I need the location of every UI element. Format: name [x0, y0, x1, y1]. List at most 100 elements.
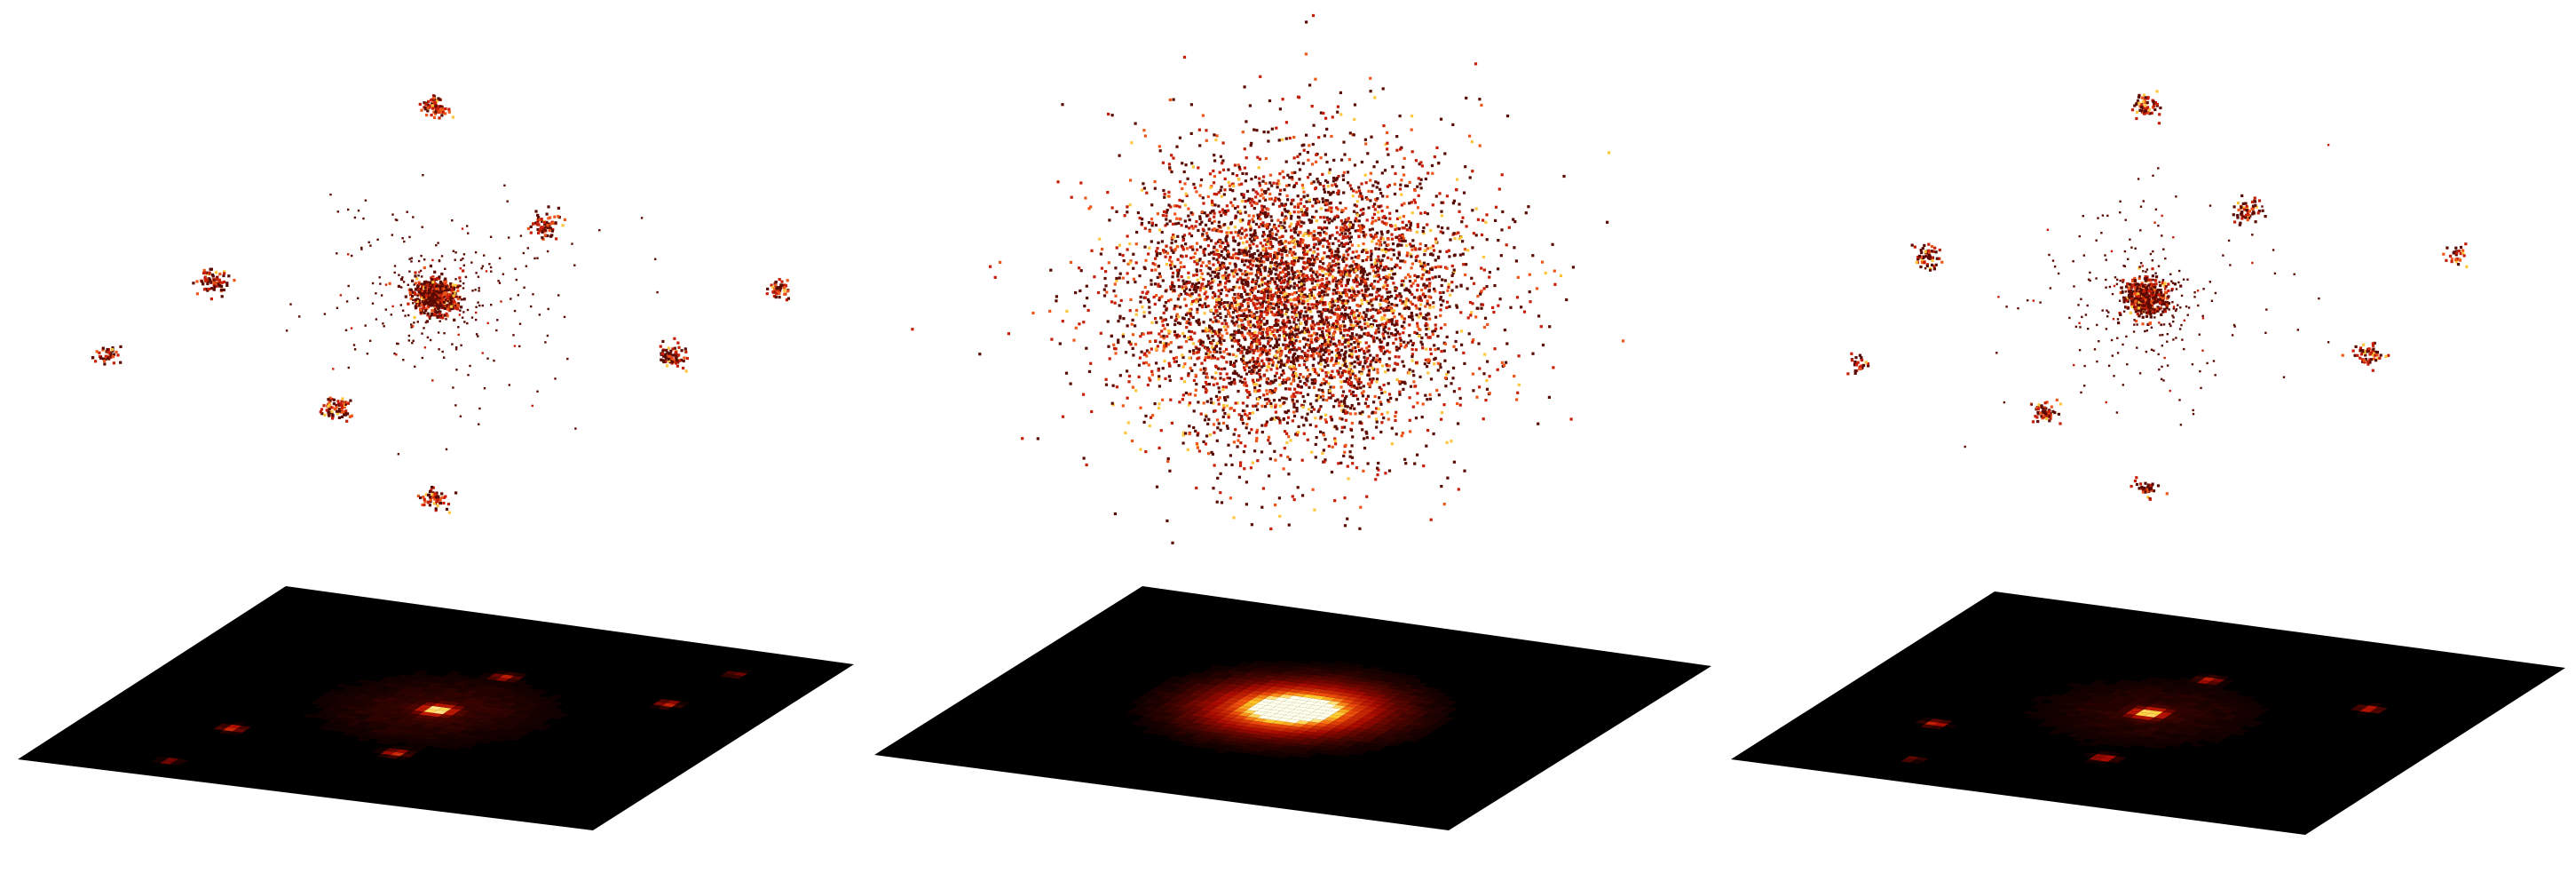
- scatter-point: [1410, 262, 1414, 266]
- scatter-point: [1199, 184, 1203, 187]
- scatter-point: [780, 283, 785, 287]
- heatmap-cell: [502, 695, 517, 700]
- scatter-point: [1196, 446, 1199, 449]
- scatter-point: [1132, 277, 1135, 281]
- scatter-point: [775, 292, 778, 296]
- scatter-point: [1200, 361, 1204, 365]
- scatter-point: [1237, 308, 1242, 312]
- scatter-point: [1197, 281, 1201, 285]
- scatter-point: [1394, 171, 1397, 176]
- scatter-point: [1437, 265, 1441, 268]
- scatter-point: [1345, 299, 1348, 303]
- scatter-point: [439, 110, 442, 114]
- heatmap-cell: [458, 730, 473, 734]
- scatter-point: [1349, 369, 1353, 372]
- scatter-point: [1272, 334, 1276, 337]
- scatter-point: [1251, 332, 1254, 336]
- heatmap-cell: [391, 751, 405, 757]
- scatter-point: [1339, 270, 1343, 274]
- scatter-point: [443, 296, 446, 298]
- scatter-point: [1115, 385, 1118, 389]
- scatter-point: [1301, 376, 1305, 379]
- scatter-point: [1167, 163, 1171, 166]
- heatmap-cell: [340, 725, 355, 730]
- scatter-point: [1267, 237, 1270, 241]
- scatter-point: [685, 356, 689, 361]
- scatter-point: [1152, 295, 1156, 299]
- scatter-point: [360, 246, 363, 250]
- scatter-point: [1218, 264, 1222, 267]
- scatter-point: [1246, 302, 1250, 306]
- scatter-point: [1439, 314, 1442, 318]
- scatter-point: [1341, 390, 1346, 393]
- scatter-point: [1148, 229, 1151, 233]
- scatter-point: [1297, 210, 1300, 214]
- heatmap-cell: [385, 703, 400, 709]
- scatter-point: [1339, 375, 1342, 379]
- scatter-point: [447, 288, 451, 291]
- scatter-point: [417, 281, 421, 284]
- heatmap-cell: [422, 739, 437, 743]
- scatter-point: [1206, 280, 1211, 283]
- scatter-point: [435, 244, 438, 247]
- scatter-point: [1209, 397, 1213, 401]
- scatter-point: [1227, 443, 1230, 447]
- scatter-point: [450, 288, 454, 291]
- scatter-point: [1366, 394, 1370, 398]
- heatmap-cell: [487, 734, 502, 739]
- scatter-point: [211, 280, 216, 283]
- scatter-point: [419, 288, 423, 290]
- scatter-point: [1455, 304, 1458, 307]
- scatter-point: [1260, 365, 1264, 369]
- heatmap-cell: [421, 680, 435, 686]
- scatter-point: [423, 290, 427, 293]
- scatter-point: [1295, 332, 1299, 336]
- scatter-point: [1158, 149, 1162, 153]
- heatmap-cell: [327, 726, 341, 732]
- scatter-point: [1295, 298, 1299, 301]
- scatter-point: [1247, 417, 1251, 420]
- heatmap-cell: [321, 722, 336, 727]
- scatter-point: [1363, 437, 1366, 441]
- scatter-point: [1266, 234, 1270, 238]
- scatter-point: [1398, 187, 1403, 191]
- heatmap-cell: [356, 693, 371, 698]
- scatter-point: [1441, 411, 1444, 415]
- scatter-point: [1128, 179, 1133, 182]
- heatmap-cell: [452, 712, 467, 717]
- scatter-point: [339, 410, 344, 414]
- scatter-point: [1403, 340, 1406, 344]
- scatter-point: [414, 298, 417, 302]
- scatter-point: [1267, 290, 1270, 294]
- scatter-point: [1189, 234, 1194, 238]
- scatter-point: [1346, 281, 1349, 284]
- scatter-point: [663, 355, 668, 359]
- scatter-point: [1268, 474, 1271, 478]
- scatter-point: [225, 282, 229, 285]
- scatter-point: [1410, 302, 1414, 306]
- scatter-point: [1316, 283, 1319, 287]
- scatter-point: [513, 309, 517, 313]
- scatter-point: [438, 348, 440, 351]
- scatter-point: [498, 282, 502, 284]
- scatter-point: [1121, 333, 1125, 337]
- scatter-point: [1371, 184, 1375, 187]
- scatter-point: [1237, 231, 1240, 234]
- scatter-point: [1251, 218, 1254, 221]
- scatter-point: [402, 281, 406, 283]
- scatter-point: [1233, 226, 1237, 229]
- scatter-point: [109, 352, 113, 355]
- heatmap-cell: [444, 680, 459, 686]
- scatter-point: [1190, 245, 1194, 249]
- heatmap-cell: [470, 708, 485, 712]
- heatmap-cell: [514, 672, 528, 678]
- scatter-point: [367, 241, 370, 243]
- scatter-point: [1371, 266, 1375, 269]
- heatmap-cell: [472, 728, 487, 734]
- scatter-point: [212, 283, 216, 287]
- scatter-point: [1172, 357, 1175, 361]
- scatter-point: [783, 289, 786, 293]
- scatter-point: [414, 299, 417, 303]
- scatter-point: [1329, 385, 1332, 389]
- scatter-point: [1355, 200, 1359, 203]
